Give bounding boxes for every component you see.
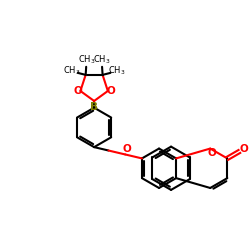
Text: O: O [106,86,115,96]
Text: CH$_3$: CH$_3$ [78,54,96,66]
Text: O: O [122,144,131,154]
Text: CH$_3$: CH$_3$ [62,65,80,78]
Text: O: O [73,86,82,96]
Text: B: B [90,102,98,112]
Text: CH$_3$: CH$_3$ [93,54,110,66]
Text: O: O [207,148,216,158]
Text: O: O [239,144,248,154]
Text: CH$_3$: CH$_3$ [108,65,126,78]
